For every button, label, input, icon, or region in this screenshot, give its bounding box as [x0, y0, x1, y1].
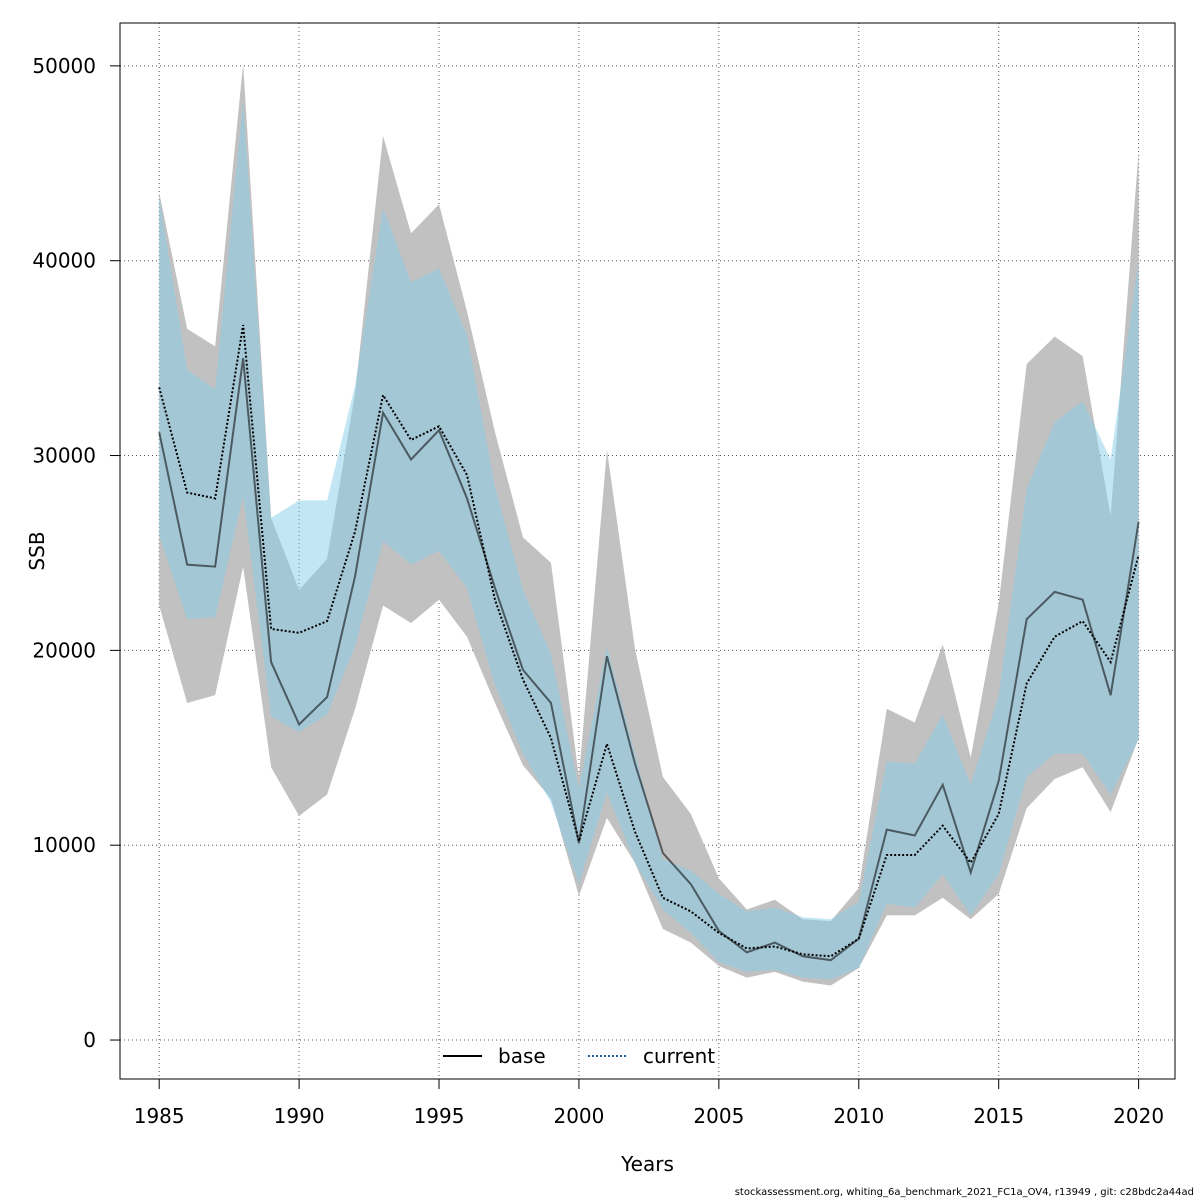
x-tick-label: 2015 — [973, 1104, 1024, 1128]
x-tick-label: 2000 — [553, 1104, 604, 1128]
x-tick-label: 1990 — [274, 1104, 325, 1128]
legend: base current — [443, 1044, 715, 1068]
line-current — [158, 324, 1140, 958]
legend-current-label: current — [643, 1044, 715, 1068]
x-tick-label: 1995 — [414, 1104, 465, 1128]
legend-base-label: base — [498, 1044, 546, 1068]
y-tick-label: 20000 — [32, 638, 96, 662]
band-current — [159, 100, 1139, 980]
y-tick-label: 50000 — [32, 54, 96, 78]
footer-note: stockassessment.org, whiting_6a_benchmar… — [734, 1187, 1194, 1198]
x-axis-label: Years — [620, 1152, 674, 1176]
x-axis: 1985 1990 1995 2000 2005 2010 2015 2020 — [134, 1078, 1164, 1128]
x-tick-label: 1985 — [134, 1104, 185, 1128]
confidence-bands — [159, 63, 1139, 986]
y-tick-label: 0 — [83, 1028, 96, 1052]
y-tick-label: 40000 — [32, 249, 96, 273]
y-tick-label: 10000 — [32, 833, 96, 857]
y-axis-label: SSB — [25, 531, 49, 570]
x-tick-label: 2020 — [1113, 1104, 1164, 1128]
y-axis: 0 10000 20000 30000 40000 50000 — [32, 54, 121, 1052]
x-tick-label: 2010 — [833, 1104, 884, 1128]
line-base — [158, 357, 1140, 962]
x-tick-label: 2005 — [693, 1104, 744, 1128]
y-tick-label: 30000 — [32, 444, 96, 468]
series-lines — [158, 324, 1140, 962]
